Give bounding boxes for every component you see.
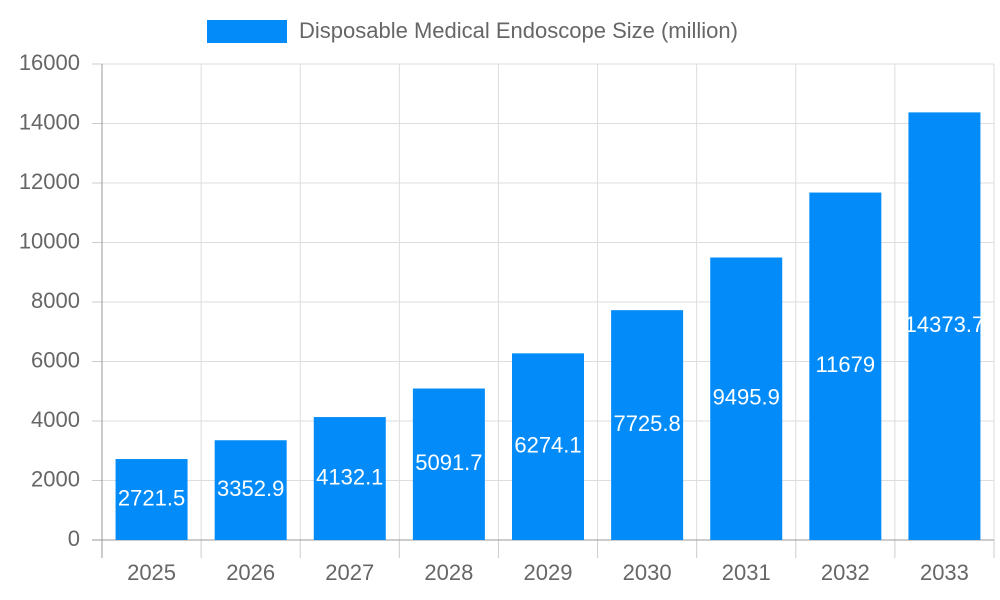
bar xyxy=(611,310,684,540)
value-label: 2721.5 xyxy=(118,485,185,510)
legend-label: Disposable Medical Endoscope Size (milli… xyxy=(299,18,738,43)
y-tick-label: 10000 xyxy=(19,228,80,253)
value-label: 6274.1 xyxy=(514,432,581,457)
value-label: 3352.9 xyxy=(217,476,284,501)
bar xyxy=(313,417,386,540)
value-label: 9495.9 xyxy=(713,385,780,410)
value-label: 5091.7 xyxy=(415,450,482,475)
bar xyxy=(214,440,287,540)
bar xyxy=(115,459,188,540)
x-tick-label: 2029 xyxy=(524,560,573,585)
bar xyxy=(412,388,485,540)
y-tick-label: 14000 xyxy=(19,109,80,134)
legend-swatch xyxy=(207,20,287,43)
y-tick-label: 4000 xyxy=(31,407,80,432)
value-label: 7725.8 xyxy=(613,411,680,436)
x-tick-label: 2026 xyxy=(226,560,275,585)
value-label: 14373.7 xyxy=(905,312,985,337)
x-tick-label: 2030 xyxy=(623,560,672,585)
y-tick-label: 6000 xyxy=(31,347,80,372)
x-tick-label: 2032 xyxy=(821,560,870,585)
y-tick-label: 16000 xyxy=(19,50,80,75)
x-tick-label: 2033 xyxy=(920,560,969,585)
bar xyxy=(809,192,882,540)
y-tick-label: 2000 xyxy=(31,466,80,491)
bar xyxy=(710,257,783,540)
bar xyxy=(908,112,981,541)
y-tick-label: 8000 xyxy=(31,288,80,313)
x-tick-label: 2025 xyxy=(127,560,176,585)
bar xyxy=(512,353,584,540)
y-tick-label: 12000 xyxy=(19,169,80,194)
y-tick-label: 0 xyxy=(68,526,80,551)
value-label: 4132.1 xyxy=(316,464,383,489)
value-label: 11679 xyxy=(816,352,876,377)
x-tick-label: 2031 xyxy=(722,560,771,585)
x-tick-label: 2027 xyxy=(325,560,374,585)
x-tick-label: 2028 xyxy=(424,560,473,585)
